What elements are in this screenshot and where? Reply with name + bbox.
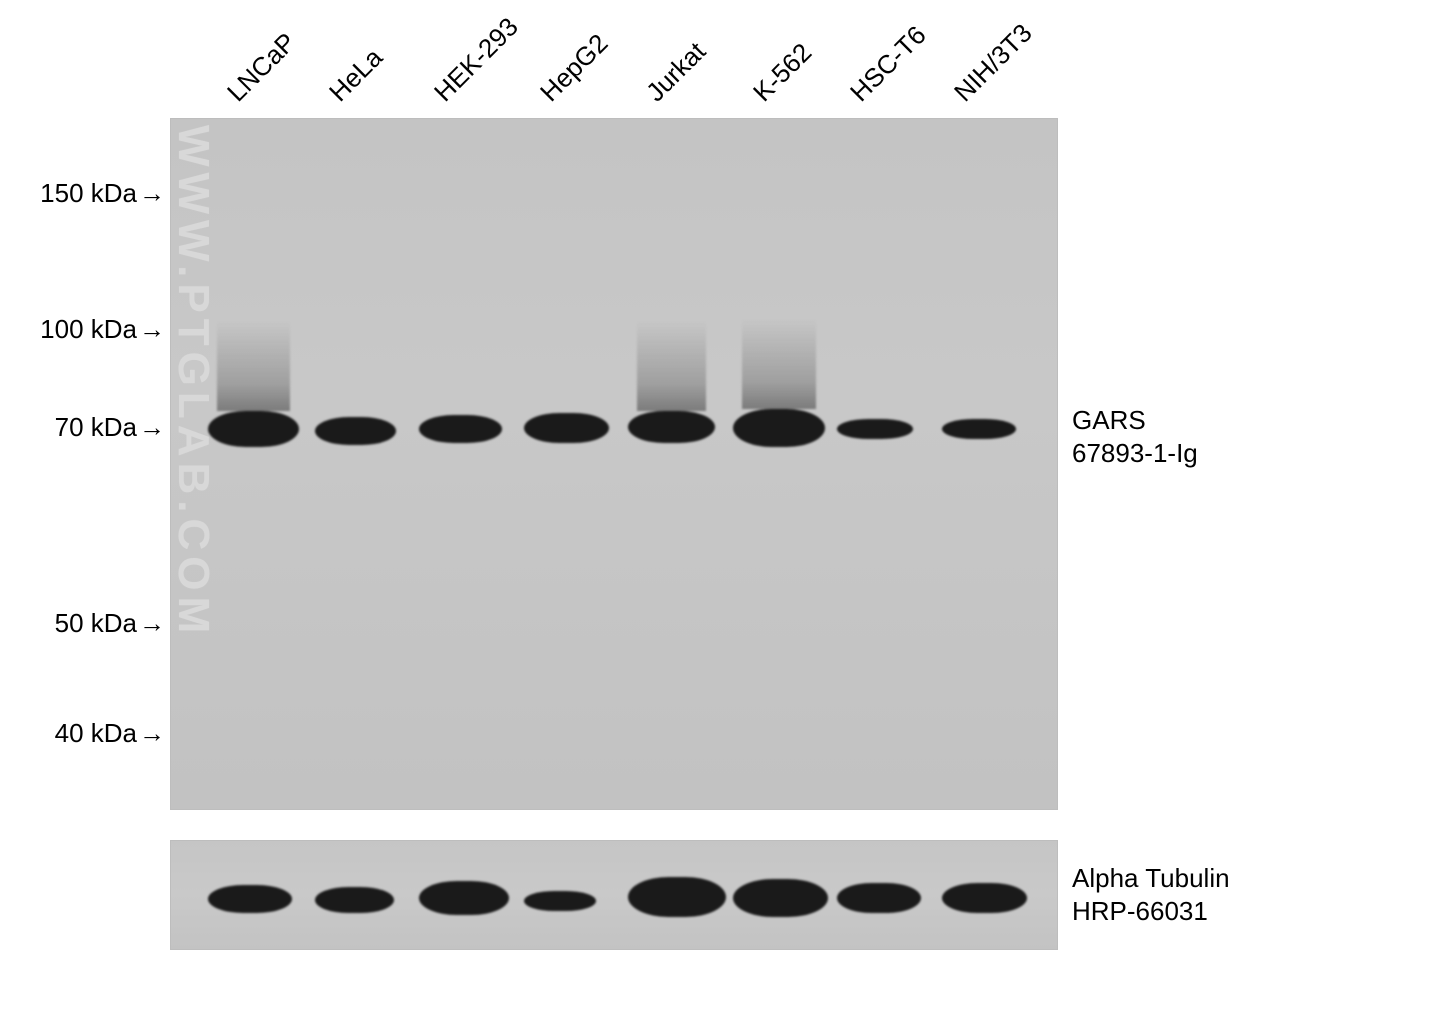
lane-label: HEK-293 (428, 11, 525, 108)
loading-control-band (315, 887, 395, 913)
lane-label: HeLa (323, 42, 389, 108)
loading-control-name: Alpha Tubulin (1072, 862, 1230, 895)
target-annotation: GARS 67893-1-Ig (1072, 404, 1198, 469)
target-band (524, 413, 609, 443)
target-name: GARS (1072, 404, 1198, 437)
loading-control-band (419, 881, 509, 915)
lane-label: HSC-T6 (844, 20, 932, 108)
target-band (315, 417, 397, 445)
target-band (733, 409, 825, 447)
lane-label: Jurkat (640, 36, 712, 108)
lane-label: LNCaP (221, 27, 302, 108)
target-band (208, 411, 298, 447)
mw-marker: 100 kDa→ (0, 314, 165, 345)
lane-label: NIH/3T3 (948, 18, 1038, 108)
target-band (942, 419, 1016, 439)
loading-control-band (942, 883, 1027, 913)
loading-control-panel (170, 840, 1058, 950)
western-blot-figure: LNCaP HeLa HEK-293HepG2 Jurkat K-562 HSC-T6NI… (0, 0, 1445, 1031)
loading-control-annotation: Alpha Tubulin HRP-66031 (1072, 862, 1230, 927)
lane-label: K-562 (747, 37, 818, 108)
lane-label: HepG2 (534, 28, 614, 108)
target-catalog: 67893-1-Ig (1072, 437, 1198, 470)
target-band (419, 415, 502, 443)
loading-control-band (837, 883, 920, 913)
mw-marker: 50 kDa→ (0, 608, 165, 639)
target-band (837, 419, 913, 439)
loading-control-band (208, 885, 292, 913)
loading-control-catalog: HRP-66031 (1072, 895, 1230, 928)
main-blot-panel (170, 118, 1058, 810)
loading-control-band (524, 891, 597, 911)
mw-marker: 150 kDa→ (0, 178, 165, 209)
target-band (628, 411, 715, 443)
lane-labels-row: LNCaP HeLa HEK-293HepG2 Jurkat K-562 HSC-T6NI… (205, 0, 1085, 118)
loading-control-band (628, 877, 725, 917)
mw-marker: 40 kDa→ (0, 718, 165, 749)
mw-marker: 70 kDa→ (0, 412, 165, 443)
loading-control-band (733, 879, 829, 917)
